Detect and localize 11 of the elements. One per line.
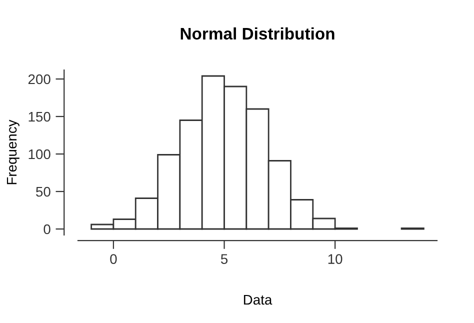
y-tick-label: 0 [44, 224, 50, 234]
x-tick-label: 10 [328, 254, 342, 264]
y-axis-title: Frequency [6, 120, 20, 184]
y-tick-label: 50 [36, 186, 50, 197]
y-tick-label: 150 [28, 112, 50, 122]
x-tick-label: 0 [110, 254, 117, 264]
y-tick-label: 200 [28, 74, 50, 84]
y-tick-label: 100 [28, 149, 50, 160]
chart-title: Normal Distribution [180, 27, 334, 40]
x-axis-title: Data [244, 294, 272, 305]
x-tick-label: 5 [220, 254, 228, 264]
